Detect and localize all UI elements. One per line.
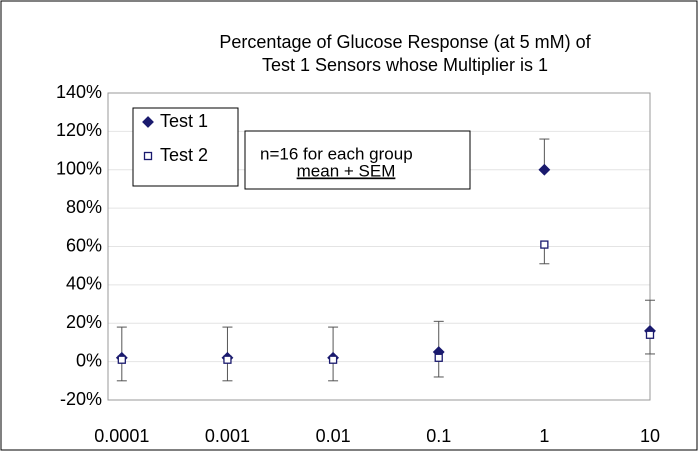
y-tick-label: 80%: [66, 197, 102, 217]
chart-title: Percentage of Glucose Response (at 5 mM)…: [219, 32, 591, 52]
y-tick-label: 120%: [56, 120, 102, 140]
marker: [538, 163, 551, 176]
annotation: n=16 for each group: [260, 144, 413, 163]
plot-area: [107, 92, 651, 401]
y-tick-label: -20%: [60, 389, 102, 409]
x-tick-label: 0.0001: [94, 426, 149, 446]
chart-title: Test 1 Sensors whose Multiplier is 1: [262, 55, 548, 75]
marker: [142, 116, 154, 128]
x-tick-label: 0.1: [426, 426, 451, 446]
y-tick-label: 40%: [66, 274, 102, 294]
legend: Test 1 Test 2: [132, 107, 239, 187]
y-tick-label: 60%: [66, 235, 102, 255]
y-tick-label: 0%: [76, 350, 102, 370]
legend-label: Test 1: [160, 111, 208, 131]
y-tick-label: 140%: [56, 82, 102, 102]
x-tick-label: 10: [640, 426, 660, 446]
marker: [540, 240, 549, 249]
marker: [143, 151, 153, 161]
legend-label: Test 2: [160, 145, 208, 165]
marker: [223, 355, 232, 364]
x-tick-label: 0.001: [205, 426, 250, 446]
y-tick-label: 100%: [56, 159, 102, 179]
x-tick-label: 0.01: [316, 426, 351, 446]
annotation: mean + SEM: [297, 161, 396, 180]
x-tick-label: 1: [539, 426, 549, 446]
annotation-box: [244, 130, 471, 190]
marker: [645, 330, 655, 339]
y-tick-label: 20%: [66, 312, 102, 332]
marker: [434, 353, 443, 362]
marker: [328, 355, 338, 364]
marker: [117, 355, 126, 364]
